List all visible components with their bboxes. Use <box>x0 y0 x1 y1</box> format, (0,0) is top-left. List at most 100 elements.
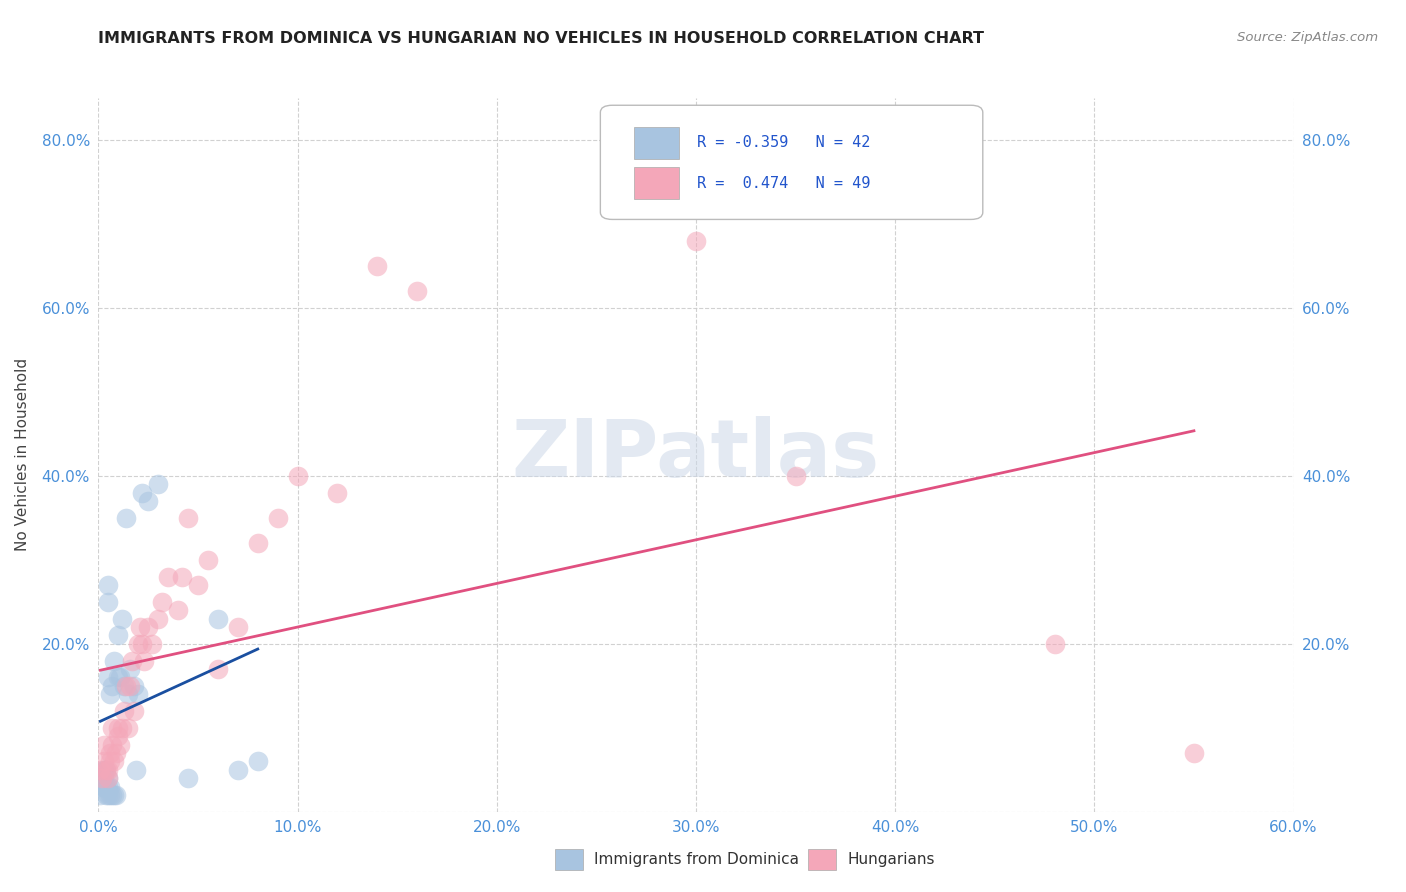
Point <box>246 755 269 769</box>
Point <box>101 679 124 693</box>
Point <box>96 763 118 777</box>
Point <box>93 738 115 752</box>
Point <box>89 788 111 802</box>
Point <box>105 746 128 760</box>
Point <box>117 687 139 701</box>
Text: R = -0.359   N = 42: R = -0.359 N = 42 <box>697 136 870 150</box>
Point <box>127 637 149 651</box>
Bar <box>634 127 679 159</box>
Point <box>226 620 249 634</box>
Point <box>93 763 115 777</box>
Text: ZIPatlas: ZIPatlas <box>512 416 880 494</box>
Point <box>326 485 349 500</box>
Text: R =  0.474   N = 49: R = 0.474 N = 49 <box>697 176 870 191</box>
Point <box>172 569 194 583</box>
Point <box>207 662 229 676</box>
Point <box>100 746 122 760</box>
Point <box>97 788 120 802</box>
Point <box>103 654 125 668</box>
Point <box>226 763 249 777</box>
Point <box>101 788 124 802</box>
Point <box>115 679 138 693</box>
Point <box>1182 746 1205 760</box>
Point <box>112 704 135 718</box>
Text: Hungarians: Hungarians <box>846 852 935 867</box>
Point <box>103 788 125 802</box>
Point <box>148 477 170 491</box>
Point <box>136 494 159 508</box>
Point <box>125 763 148 777</box>
Point <box>406 284 429 298</box>
Point <box>107 628 129 642</box>
Text: Source: ZipAtlas.com: Source: ZipAtlas.com <box>1237 31 1378 45</box>
Point <box>131 485 153 500</box>
Point <box>120 679 142 693</box>
Point <box>785 469 807 483</box>
FancyBboxPatch shape <box>600 105 983 219</box>
Point <box>100 755 122 769</box>
Point <box>246 536 269 550</box>
Point <box>97 771 120 785</box>
Point <box>685 234 707 248</box>
Point <box>91 771 114 785</box>
Point <box>110 738 132 752</box>
Point <box>129 620 152 634</box>
Point <box>97 578 120 592</box>
Point <box>93 763 115 777</box>
Point <box>127 687 149 701</box>
Point <box>97 771 120 785</box>
Point <box>121 654 143 668</box>
Point <box>287 469 309 483</box>
Point <box>124 679 146 693</box>
Point <box>177 511 200 525</box>
Point <box>124 704 146 718</box>
Bar <box>634 168 679 200</box>
Point <box>117 721 139 735</box>
Point <box>187 578 209 592</box>
Point <box>100 780 122 794</box>
Point <box>197 553 219 567</box>
Point <box>97 670 120 684</box>
Point <box>101 738 124 752</box>
Point <box>105 788 128 802</box>
Point <box>207 612 229 626</box>
Point <box>115 511 138 525</box>
Point <box>93 771 115 785</box>
Point <box>97 780 120 794</box>
Point <box>131 637 153 651</box>
Point <box>177 771 200 785</box>
Point <box>111 612 134 626</box>
Point <box>112 679 135 693</box>
Point <box>107 729 129 743</box>
Point <box>136 620 159 634</box>
Point <box>120 662 142 676</box>
Y-axis label: No Vehicles in Household: No Vehicles in Household <box>15 359 31 551</box>
Point <box>110 670 132 684</box>
Point <box>101 721 124 735</box>
Point <box>150 595 173 609</box>
Point <box>100 788 122 802</box>
Point <box>148 612 170 626</box>
Point <box>91 780 114 794</box>
Point <box>141 637 163 651</box>
Point <box>134 654 156 668</box>
Point <box>167 603 190 617</box>
Text: Immigrants from Dominica: Immigrants from Dominica <box>593 852 799 867</box>
Point <box>107 670 129 684</box>
Point <box>96 763 118 777</box>
Point <box>157 569 180 583</box>
Point <box>107 721 129 735</box>
Point <box>100 687 122 701</box>
Point <box>96 788 118 802</box>
Point <box>97 595 120 609</box>
Point <box>267 511 290 525</box>
Point <box>111 721 134 735</box>
Point <box>93 755 115 769</box>
Point <box>97 763 120 777</box>
Text: IMMIGRANTS FROM DOMINICA VS HUNGARIAN NO VEHICLES IN HOUSEHOLD CORRELATION CHART: IMMIGRANTS FROM DOMINICA VS HUNGARIAN NO… <box>98 31 984 46</box>
Point <box>89 763 111 777</box>
Point <box>1043 637 1066 651</box>
Point <box>366 259 388 273</box>
Point <box>96 780 118 794</box>
Point <box>93 780 115 794</box>
